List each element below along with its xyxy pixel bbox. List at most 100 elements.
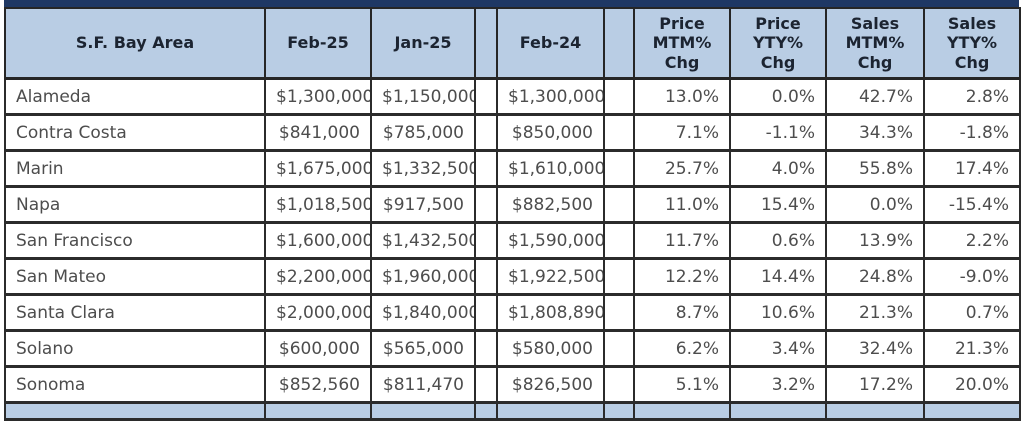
table-header: S.F. Bay Area Feb-25 Jan-25 Feb-24 Price MTM…	[4, 7, 1021, 80]
partial-cell-price_yty	[729, 401, 827, 421]
cell-sales_mtm: 0.0%	[825, 185, 925, 224]
column-header-sp1	[474, 7, 498, 80]
table-top-accent-bar	[4, 0, 1019, 7]
cell-sales_mtm: 13.9%	[825, 221, 925, 260]
cell-sales_mtm: 34.3%	[825, 113, 925, 152]
partial-cell-sales_mtm	[825, 401, 925, 421]
next-section-header-partial	[4, 401, 1021, 421]
cell-price_mtm: 12.2%	[633, 257, 731, 296]
cell-sales_yty: 21.3%	[923, 329, 1021, 368]
cell-feb25: $2,200,000	[264, 257, 372, 296]
cell-feb24: $826,500	[496, 365, 605, 404]
cell-feb24: $1,590,000	[496, 221, 605, 260]
column-header-sales_mtm: Sales MTM% Chg	[825, 7, 925, 80]
cell-region: San Francisco	[4, 221, 266, 260]
cell-sales_yty: 20.0%	[923, 365, 1021, 404]
cell-sales_yty: 2.8%	[923, 77, 1021, 116]
cell-sp2	[603, 149, 635, 188]
cell-sales_yty: 2.2%	[923, 221, 1021, 260]
cell-jan25: $1,332,500	[370, 149, 476, 188]
cell-sales_yty: -9.0%	[923, 257, 1021, 296]
partial-cell-region	[4, 401, 266, 421]
cell-sales_yty: -1.8%	[923, 113, 1021, 152]
cell-jan25: $917,500	[370, 185, 476, 224]
cell-feb24: $850,000	[496, 113, 605, 152]
cell-price_yty: 15.4%	[729, 185, 827, 224]
column-header-jan25: Jan-25	[370, 7, 476, 80]
cell-sp1	[474, 221, 498, 260]
cell-sales_yty: 17.4%	[923, 149, 1021, 188]
table-row-solano: Solano $600,000 $565,000 $580,000 6.2% 3.4% 32…	[4, 329, 1021, 368]
cell-price_mtm: 11.0%	[633, 185, 731, 224]
cell-region: San Mateo	[4, 257, 266, 296]
cell-sp2	[603, 221, 635, 260]
cell-sp2	[603, 293, 635, 332]
cell-price_mtm: 5.1%	[633, 365, 731, 404]
cell-sp2	[603, 77, 635, 116]
cell-feb25: $1,600,000	[264, 221, 372, 260]
table-row-santa-clara: Santa Clara $2,000,000 $1,840,000 $1,808,89…	[4, 293, 1021, 332]
cell-price_mtm: 8.7%	[633, 293, 731, 332]
column-header-price_mtm: Price MTM% Chg	[633, 7, 731, 80]
cell-sales_mtm: 32.4%	[825, 329, 925, 368]
table-footer	[4, 401, 1021, 421]
cell-jan25: $811,470	[370, 365, 476, 404]
cell-feb24: $1,610,000	[496, 149, 605, 188]
table-row-marin: Marin $1,675,000 $1,332,500 $1,610,000 25.7%…	[4, 149, 1021, 188]
cell-sales_yty: 0.7%	[923, 293, 1021, 332]
cell-jan25: $1,150,000	[370, 77, 476, 116]
cell-region: Marin	[4, 149, 266, 188]
cell-price_yty: 3.4%	[729, 329, 827, 368]
partial-cell-feb25	[264, 401, 372, 421]
cell-sp1	[474, 149, 498, 188]
cell-region: Contra Costa	[4, 113, 266, 152]
cell-price_mtm: 6.2%	[633, 329, 731, 368]
column-header-region: S.F. Bay Area	[4, 7, 266, 80]
cell-price_mtm: 13.0%	[633, 77, 731, 116]
column-header-feb24: Feb-24	[496, 7, 605, 80]
cell-feb25: $1,018,500	[264, 185, 372, 224]
table-row-sonoma: Sonoma $852,560 $811,470 $826,500 5.1% 3.2% 17…	[4, 365, 1021, 404]
partial-cell-sp1	[474, 401, 498, 421]
header-row: S.F. Bay Area Feb-25 Jan-25 Feb-24 Price MTM…	[4, 7, 1021, 80]
cell-sp2	[603, 365, 635, 404]
cell-price_yty: -1.1%	[729, 113, 827, 152]
bay-area-price-table: S.F. Bay Area Feb-25 Jan-25 Feb-24 Price MTM…	[4, 7, 1021, 421]
cell-feb24: $1,922,500	[496, 257, 605, 296]
table-row-san-francisco: San Francisco $1,600,000 $1,432,500 $1,590,…	[4, 221, 1021, 260]
partial-cell-jan25	[370, 401, 476, 421]
cell-feb24: $882,500	[496, 185, 605, 224]
table-body: Alameda $1,300,000 $1,150,000 $1,300,000 13.…	[4, 77, 1021, 404]
table-row-san-mateo: San Mateo $2,200,000 $1,960,000 $1,922,500 1…	[4, 257, 1021, 296]
cell-region: Solano	[4, 329, 266, 368]
cell-jan25: $1,960,000	[370, 257, 476, 296]
cell-sp1	[474, 77, 498, 116]
cell-sales_mtm: 24.8%	[825, 257, 925, 296]
cell-sp1	[474, 293, 498, 332]
cell-sales_mtm: 17.2%	[825, 365, 925, 404]
cell-price_yty: 10.6%	[729, 293, 827, 332]
cell-feb24: $1,300,000	[496, 77, 605, 116]
cell-sp2	[603, 185, 635, 224]
cell-jan25: $1,840,000	[370, 293, 476, 332]
partial-cell-sales_yty	[923, 401, 1021, 421]
cell-feb25: $1,675,000	[264, 149, 372, 188]
cell-feb24: $580,000	[496, 329, 605, 368]
cell-feb25: $600,000	[264, 329, 372, 368]
cell-region: Napa	[4, 185, 266, 224]
cell-price_mtm: 11.7%	[633, 221, 731, 260]
cell-feb25: $2,000,000	[264, 293, 372, 332]
cell-sales_mtm: 21.3%	[825, 293, 925, 332]
cell-jan25: $785,000	[370, 113, 476, 152]
cell-sp1	[474, 185, 498, 224]
cell-price_mtm: 25.7%	[633, 149, 731, 188]
cell-sales_yty: -15.4%	[923, 185, 1021, 224]
column-header-sp2	[603, 7, 635, 80]
table-row-contra-costa: Contra Costa $841,000 $785,000 $850,000 7.1%…	[4, 113, 1021, 152]
cell-price_yty: 0.0%	[729, 77, 827, 116]
cell-sales_mtm: 55.8%	[825, 149, 925, 188]
bay-area-price-table-container: S.F. Bay Area Feb-25 Jan-25 Feb-24 Price MTM…	[4, 0, 1021, 421]
cell-price_yty: 4.0%	[729, 149, 827, 188]
cell-feb24: $1,808,890	[496, 293, 605, 332]
cell-sales_mtm: 42.7%	[825, 77, 925, 116]
